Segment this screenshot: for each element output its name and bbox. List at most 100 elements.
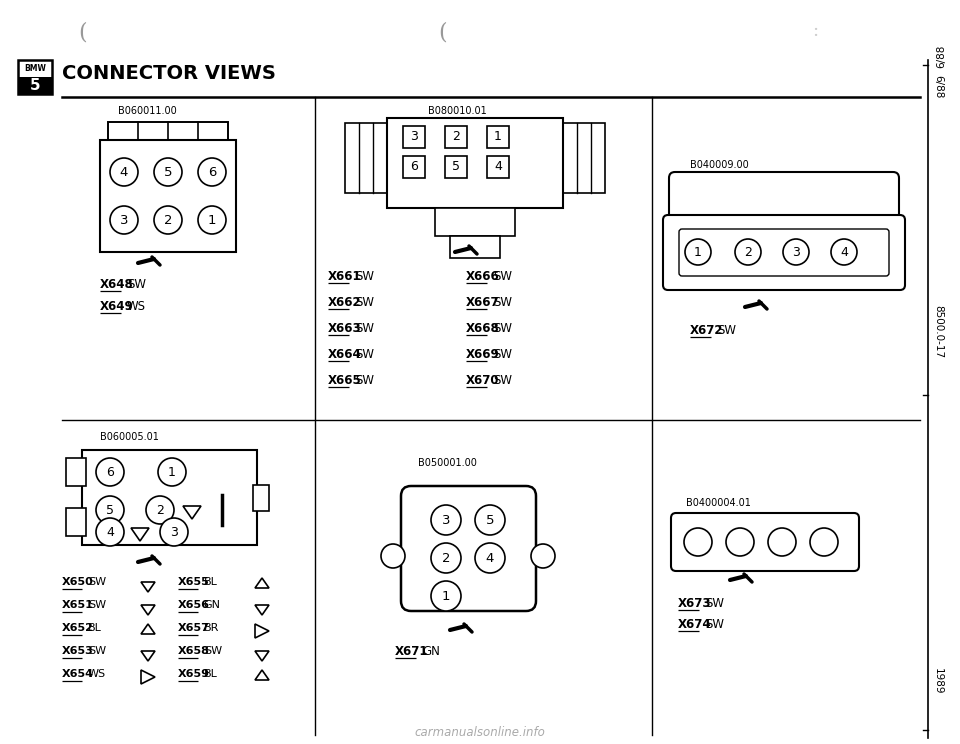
Text: 5: 5 xyxy=(106,504,114,516)
Text: 1: 1 xyxy=(694,246,702,258)
Text: SW: SW xyxy=(127,278,146,291)
Polygon shape xyxy=(255,624,269,638)
Circle shape xyxy=(154,158,182,186)
Text: X648: X648 xyxy=(100,278,133,291)
Text: X659: X659 xyxy=(178,669,210,679)
Text: 5: 5 xyxy=(452,161,460,173)
Text: B060011.00: B060011.00 xyxy=(118,106,177,116)
Text: SW: SW xyxy=(355,270,374,283)
Bar xyxy=(487,156,509,178)
Polygon shape xyxy=(141,651,155,661)
Text: X661: X661 xyxy=(328,270,362,283)
FancyBboxPatch shape xyxy=(401,486,536,611)
FancyBboxPatch shape xyxy=(669,172,899,224)
Text: X672: X672 xyxy=(690,324,724,337)
Text: X666: X666 xyxy=(466,270,500,283)
Circle shape xyxy=(735,239,761,265)
Circle shape xyxy=(431,505,461,535)
Text: 5: 5 xyxy=(486,513,494,527)
Text: WS: WS xyxy=(88,669,106,679)
Text: (: ( xyxy=(78,22,86,44)
Text: SW: SW xyxy=(355,348,374,361)
Polygon shape xyxy=(183,506,201,519)
Text: X658: X658 xyxy=(178,646,210,656)
Bar xyxy=(66,458,86,486)
Text: SW: SW xyxy=(355,296,374,309)
Bar xyxy=(253,485,269,511)
Text: 2: 2 xyxy=(452,130,460,144)
Text: SW: SW xyxy=(493,322,512,335)
Text: BMW: BMW xyxy=(24,64,46,73)
Text: B080010.01: B080010.01 xyxy=(428,106,487,116)
Bar xyxy=(66,508,86,536)
Text: 1: 1 xyxy=(442,589,450,603)
Text: SW: SW xyxy=(493,348,512,361)
Text: BL: BL xyxy=(88,623,102,633)
Text: 4: 4 xyxy=(106,525,114,539)
Text: 8500.0-17: 8500.0-17 xyxy=(933,305,943,358)
Circle shape xyxy=(726,528,754,556)
Text: 4: 4 xyxy=(494,161,502,173)
Text: X656: X656 xyxy=(178,600,210,610)
Text: 2: 2 xyxy=(164,214,172,226)
Text: 1: 1 xyxy=(168,466,176,478)
Circle shape xyxy=(475,505,505,535)
Text: SW: SW xyxy=(204,646,222,656)
Text: X657: X657 xyxy=(178,623,210,633)
Circle shape xyxy=(158,458,186,486)
Bar xyxy=(387,118,563,208)
Text: X667: X667 xyxy=(466,296,499,309)
Polygon shape xyxy=(255,651,269,661)
Polygon shape xyxy=(141,582,155,592)
Circle shape xyxy=(110,158,138,186)
Bar xyxy=(435,208,515,236)
Circle shape xyxy=(431,581,461,611)
Text: 1989: 1989 xyxy=(933,668,943,694)
Polygon shape xyxy=(141,670,155,684)
Polygon shape xyxy=(255,605,269,615)
Circle shape xyxy=(198,158,226,186)
FancyBboxPatch shape xyxy=(671,513,859,571)
Bar xyxy=(445,156,467,178)
Text: SW: SW xyxy=(493,374,512,387)
Circle shape xyxy=(160,518,188,546)
Text: 4: 4 xyxy=(840,246,848,258)
Text: SW: SW xyxy=(88,577,106,587)
Text: B0400004.01: B0400004.01 xyxy=(686,498,751,508)
Text: 3: 3 xyxy=(792,246,800,258)
Text: SW: SW xyxy=(705,597,724,610)
Text: X662: X662 xyxy=(328,296,362,309)
Bar xyxy=(403,126,425,148)
Text: :: : xyxy=(812,22,818,40)
Text: X673: X673 xyxy=(678,597,711,610)
Bar xyxy=(345,123,387,193)
Polygon shape xyxy=(131,528,149,541)
Text: X652: X652 xyxy=(62,623,94,633)
Text: 3: 3 xyxy=(170,525,178,539)
Text: SW: SW xyxy=(717,324,736,337)
Text: X650: X650 xyxy=(62,577,94,587)
Polygon shape xyxy=(255,578,269,588)
Text: 5: 5 xyxy=(164,165,172,179)
Circle shape xyxy=(685,239,711,265)
Text: BR: BR xyxy=(204,623,219,633)
Text: X655: X655 xyxy=(178,577,209,587)
Circle shape xyxy=(110,206,138,234)
Text: X653: X653 xyxy=(62,646,94,656)
Bar xyxy=(100,140,236,252)
Circle shape xyxy=(146,496,174,524)
Polygon shape xyxy=(141,605,155,615)
Text: X663: X663 xyxy=(328,322,362,335)
Circle shape xyxy=(96,458,124,486)
Text: X665: X665 xyxy=(328,374,362,387)
Bar xyxy=(487,126,509,148)
Text: 1: 1 xyxy=(494,130,502,144)
Circle shape xyxy=(768,528,796,556)
Text: X670: X670 xyxy=(466,374,499,387)
Text: 5: 5 xyxy=(30,78,40,93)
Circle shape xyxy=(783,239,809,265)
Text: B050001.00: B050001.00 xyxy=(418,458,477,468)
Circle shape xyxy=(831,239,857,265)
Polygon shape xyxy=(141,624,155,634)
Text: X664: X664 xyxy=(328,348,362,361)
